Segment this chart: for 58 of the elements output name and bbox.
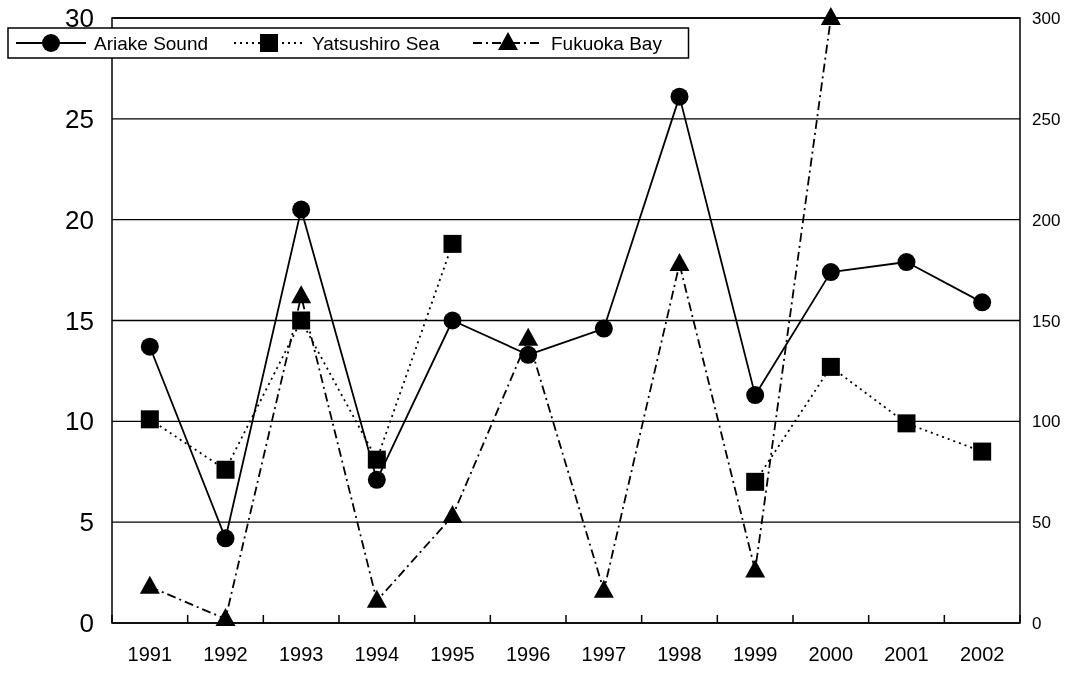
- y2-tick-label: 0: [1032, 614, 1042, 633]
- x-tick-label: 1993: [278, 643, 324, 665]
- x-tick-label: 1997: [581, 643, 627, 665]
- point: [367, 470, 386, 489]
- point: [745, 559, 766, 578]
- y-tick-label: 25: [65, 103, 94, 134]
- x-tick-label: 2001: [884, 643, 929, 665]
- y2-tick-label: 100: [1032, 412, 1061, 432]
- y2-tick-label: 250: [1032, 109, 1061, 129]
- x-tick-label: 1991: [127, 643, 173, 665]
- point: [820, 7, 841, 25]
- y2-tick-label: 50: [1032, 513, 1051, 533]
- point: [593, 579, 614, 598]
- point: [139, 575, 160, 594]
- point: [366, 589, 387, 608]
- point: [594, 319, 613, 338]
- point: [442, 505, 463, 524]
- y-tick-label: 5: [79, 507, 94, 538]
- x-tick-label: 2002: [959, 643, 1005, 665]
- point: [670, 87, 689, 106]
- x-tick-label: 1999: [732, 643, 778, 665]
- y2-tick-label: 200: [1032, 210, 1061, 230]
- point: [216, 529, 235, 548]
- y-tick-label: 10: [65, 406, 94, 437]
- point: [443, 234, 462, 253]
- point: [669, 253, 690, 272]
- x-tick-label: 2000: [808, 643, 854, 665]
- point: [746, 386, 765, 405]
- x-tick-label: 1995: [430, 643, 475, 665]
- y-tick-label: 30: [65, 3, 94, 33]
- x-tick-label: 1996: [505, 643, 551, 665]
- y-tick-label: 20: [65, 204, 94, 235]
- point: [973, 293, 992, 312]
- point: [821, 263, 840, 282]
- point: [140, 410, 159, 429]
- point: [821, 357, 840, 376]
- point: [973, 442, 992, 461]
- y2-tick-label: 300: [1032, 9, 1061, 28]
- point: [518, 327, 539, 346]
- point: [367, 450, 386, 469]
- point: [292, 200, 311, 219]
- y-tick-label: 15: [65, 305, 94, 336]
- legend-label: Fukuoka Bay: [551, 33, 663, 54]
- x-tick-label: 1994: [354, 643, 400, 665]
- point: [897, 414, 916, 433]
- y2-tick-label: 150: [1032, 311, 1061, 331]
- point: [897, 253, 916, 272]
- x-tick-label: 1998: [657, 643, 702, 665]
- legend-label: Yatsushiro Sea: [312, 33, 440, 54]
- point: [746, 472, 765, 491]
- y-tick-label: 0: [79, 608, 94, 638]
- point: [291, 285, 312, 304]
- point: [216, 460, 235, 479]
- x-tick-label: 1992: [203, 643, 248, 665]
- legend-label: Ariake Sound: [94, 33, 209, 54]
- point: [443, 311, 462, 330]
- point: [140, 337, 159, 356]
- point: [215, 607, 236, 626]
